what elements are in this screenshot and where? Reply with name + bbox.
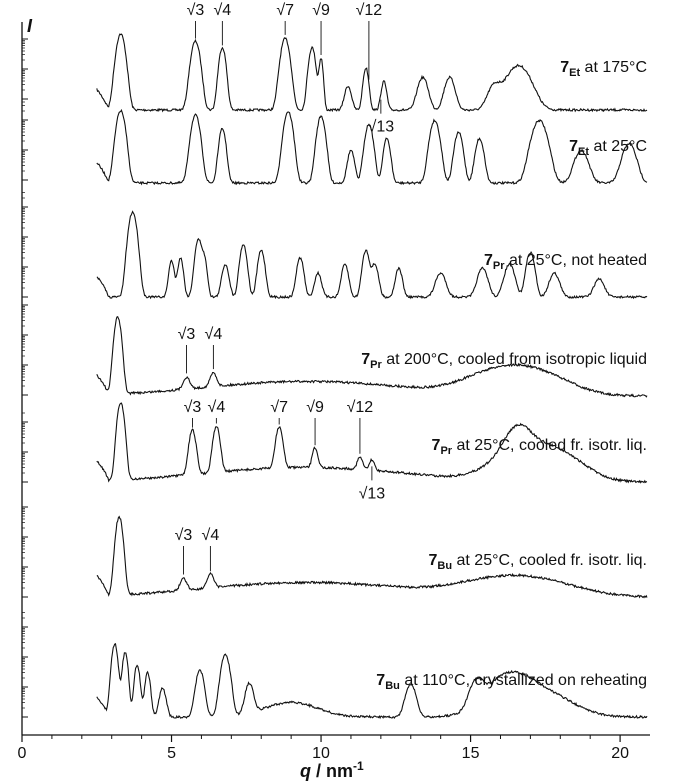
peak-index-label: √13 [368,119,395,136]
trace-line [96,642,648,720]
trace-3: 7Pr at 200°C, cooled from isotropic liqu… [96,315,648,398]
peak-index-label: √9 [312,2,330,19]
x-tick-label: 20 [611,745,629,762]
trace-label-subscript: Bu [385,680,400,692]
trace-label: 7Et at 175°C [560,59,647,79]
peak-index-label: √12 [347,399,374,416]
trace-label-text: at 25°C, not heated [505,252,648,269]
peak-index-label: √3 [187,2,205,19]
peak-index-label: √7 [276,2,294,19]
peak-index-label: √4 [202,527,220,544]
trace-5: 7Bu at 25°C, cooled fr. isotr. liq. √3 √4 [96,515,648,599]
trace-label-formula: 7 [569,138,578,155]
trace-label-subscript: Pr [440,445,452,457]
trace-line [96,515,648,599]
trace-label-subscript: Bu [437,560,452,572]
x-tick-label: 0 [18,745,27,762]
trace-label-subscript: Pr [370,359,382,371]
x-tick-label: 15 [462,745,480,762]
peak-index-label: √3 [184,399,202,416]
x-tick-label: 10 [312,745,330,762]
trace-label-subscript: Et [578,146,589,158]
trace-label-formula: 7 [376,672,385,689]
trace-4: 7Pr at 25°C, cooled fr. isotr. liq. √3 √4 √… [96,399,648,502]
x-axis-label: q / nm-1 [300,759,364,781]
trace-label-subscript: Pr [493,260,505,272]
x-ticks: 0 5 10 15 20 [18,735,629,762]
trace-label-text: at 25°C, cooled fr. isotr. liq. [452,437,647,454]
trace-line [96,33,648,113]
peak-index-label: √12 [356,2,383,19]
trace-label-text: at 25°C, cooled fr. isotr. liq. [452,552,647,569]
trace-label: 7Et at 25°C [569,138,647,158]
trace-label-formula: 7 [560,59,569,76]
trace-label-subscript: Et [569,67,580,79]
trace-1: 7Et at 25°C [96,108,648,186]
peak-index-label: √3 [175,527,193,544]
trace-label-formula: 7 [428,552,437,569]
peak-index-label: √13 [359,485,386,502]
trace-label: 7Pr at 200°C, cooled from isotropic liqu… [361,351,647,371]
x-axis-label-unit: / nm [311,761,353,781]
x-axis-label-exponent: -1 [353,759,364,773]
trace-6: 7Bu at 110°C, crystallized on reheating [96,642,648,720]
trace-0: 7Et at 175°C √3 √4 √7 √9 √12 √13 [96,2,648,136]
peak-index-label: √9 [306,399,324,416]
peak-index-label: √3 [178,326,196,343]
trace-label: 7Bu at 25°C, cooled fr. isotr. liq. [428,552,647,572]
trace-label-text: at 175°C [580,59,647,76]
peak-index-label: √4 [208,399,226,416]
trace-label-formula: 7 [361,351,370,368]
trace-label: 7Bu at 110°C, crystallized on reheating [376,672,647,692]
y-ticks [22,38,28,718]
trace-label-text: at 25°C [589,138,647,155]
trace-line [96,210,648,300]
peak-index-label: √4 [214,2,232,19]
trace-label: 7Pr at 25°C, not heated [484,252,647,272]
trace-line [96,315,648,398]
trace-line [96,108,648,186]
y-axis-label: I [27,16,33,36]
trace-label: 7Pr at 25°C, cooled fr. isotr. liq. [432,437,647,457]
x-axis: 0 5 10 15 20 q / nm-1 [18,734,650,781]
x-tick-label: 5 [167,745,176,762]
trace-label-formula: 7 [484,252,493,269]
peak-index-label: √7 [270,399,288,416]
peak-index-label: √4 [205,326,223,343]
trace-label-formula: 7 [432,437,441,454]
trace-line [96,402,648,484]
trace-label-text: at 200°C, cooled from isotropic liquid [382,351,647,368]
trace-label-text: at 110°C, crystallized on reheating [400,672,647,689]
trace-2: 7Pr at 25°C, not heated [96,210,648,300]
